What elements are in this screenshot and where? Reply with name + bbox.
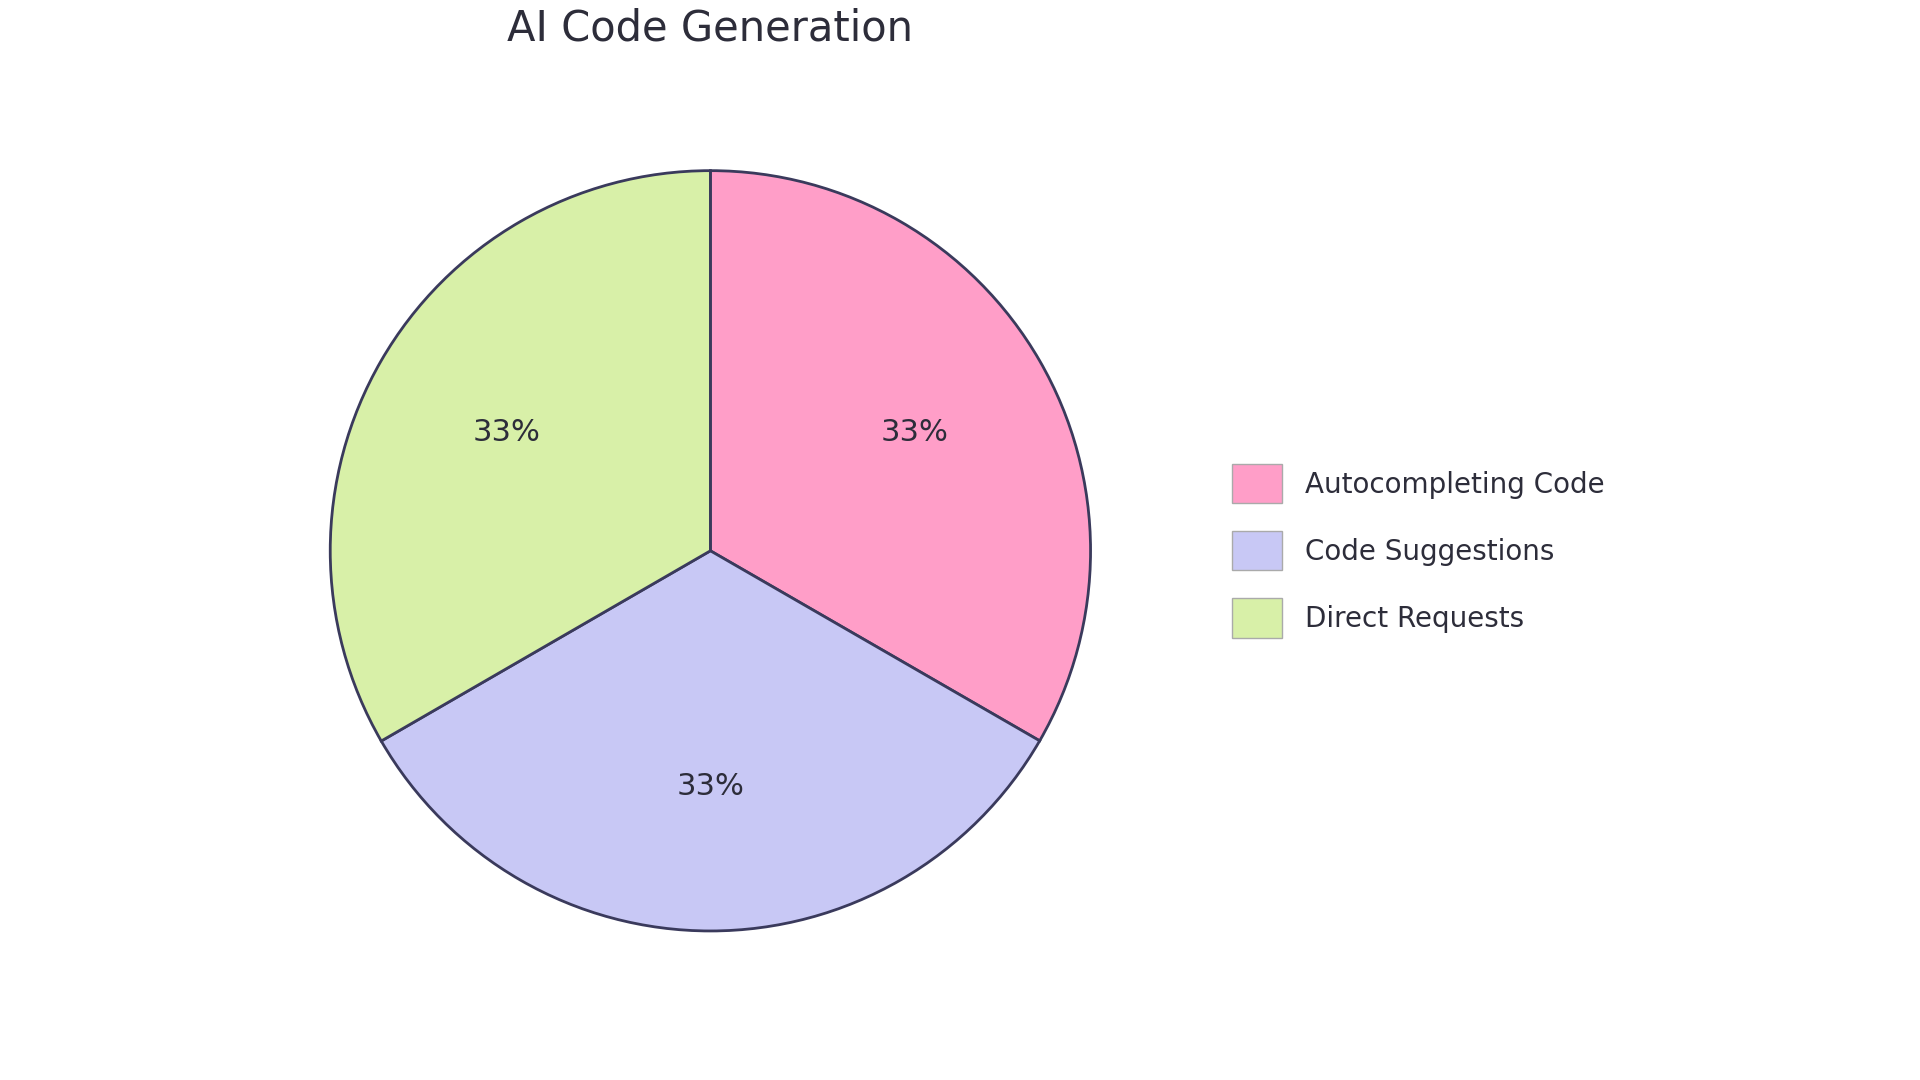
Title: AI Code Generation: AI Code Generation [507, 8, 914, 50]
Text: 33%: 33% [676, 772, 745, 801]
Wedge shape [710, 171, 1091, 741]
Legend: Autocompleting Code, Code Suggestions, Direct Requests: Autocompleting Code, Code Suggestions, D… [1219, 450, 1619, 651]
Wedge shape [382, 551, 1039, 931]
Text: 33%: 33% [881, 418, 948, 447]
Wedge shape [330, 171, 710, 741]
Text: 33%: 33% [472, 418, 540, 447]
